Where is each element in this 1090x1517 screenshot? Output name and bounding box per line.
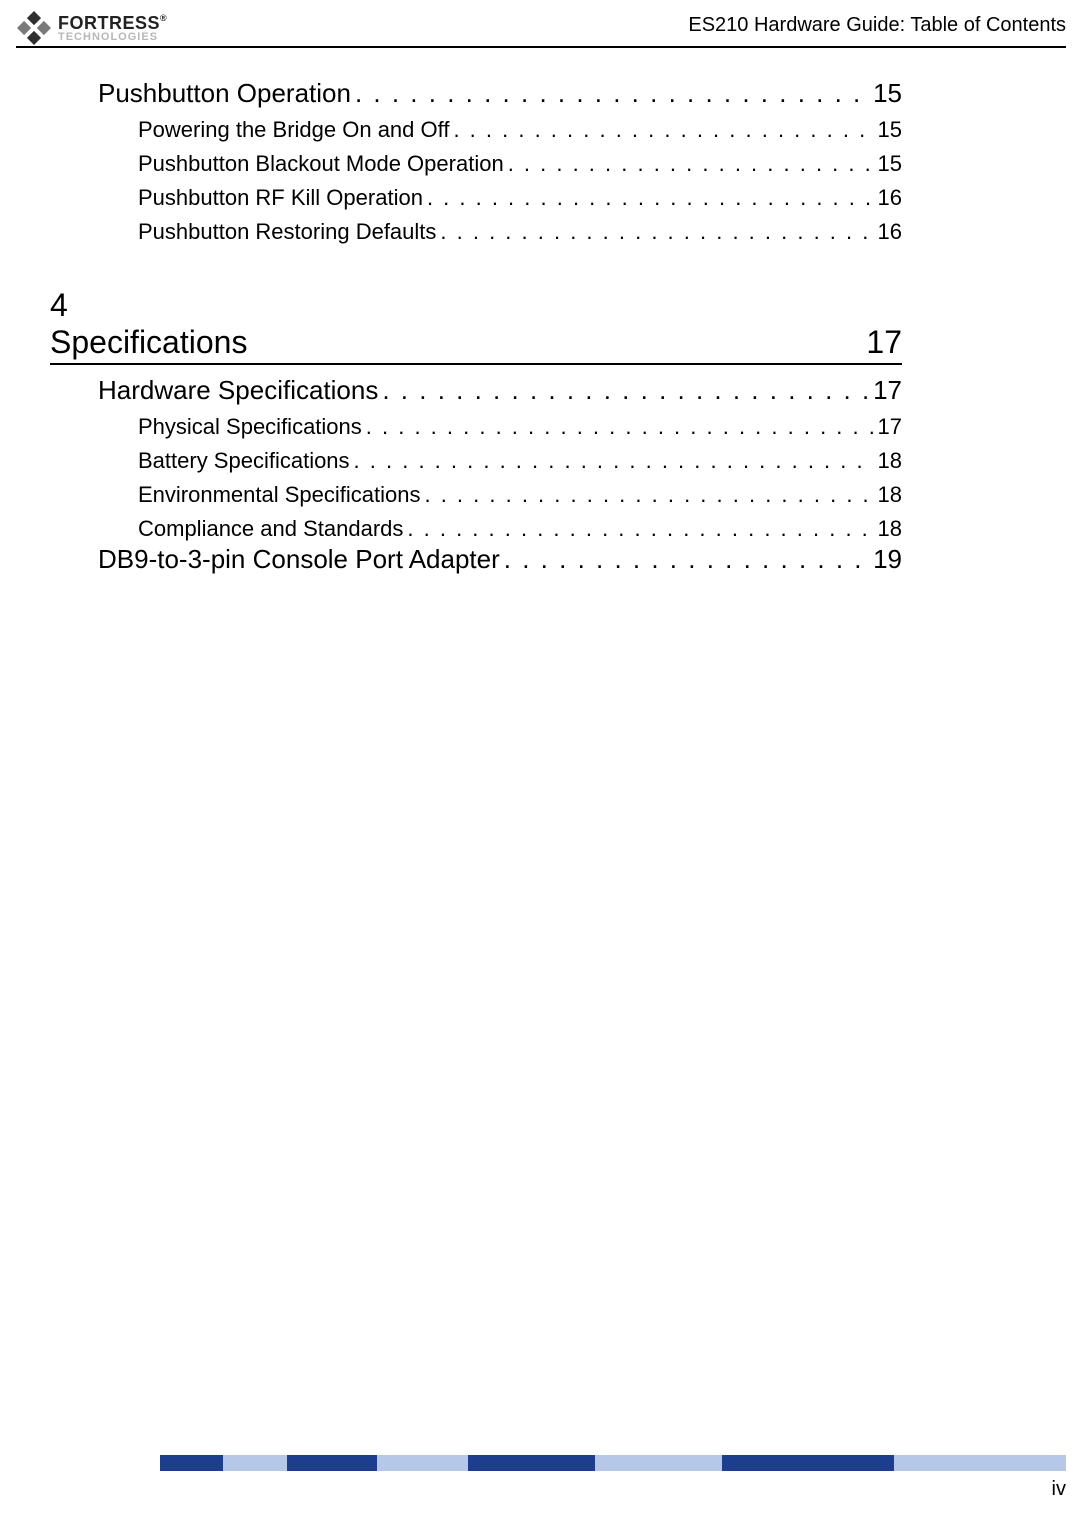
footer-segment: [595, 1455, 722, 1471]
toc-chapter-number: 4: [50, 287, 902, 324]
footer-segment: [377, 1455, 468, 1471]
toc-l2-label: Pushbutton Blackout Mode Operation: [138, 151, 504, 177]
footer-segment: [223, 1455, 286, 1471]
page-header: FORTRESS® TECHNOLOGIES ES210 Hardware Gu…: [0, 6, 1090, 50]
footer-segment: [468, 1455, 595, 1471]
footer-segment: [894, 1455, 1066, 1471]
toc-l1-page: 15: [873, 78, 902, 109]
toc-l2-label: Physical Specifications: [138, 414, 362, 440]
toc-dots: [355, 78, 869, 109]
header-doc-title: ES210 Hardware Guide: Table of Contents: [688, 14, 1066, 37]
toc-l1-label: Hardware Specifications: [98, 375, 378, 406]
toc-l2-page: 18: [878, 482, 902, 508]
toc-dots: [354, 448, 874, 474]
toc-dots: [366, 414, 874, 440]
toc-l2-label: Battery Specifications: [138, 448, 350, 474]
toc-l2-page: 16: [878, 185, 902, 211]
toc-l2-label: Powering the Bridge On and Off: [138, 117, 449, 143]
toc-chapter-page: 17: [866, 324, 902, 361]
footer-segment: [287, 1455, 378, 1471]
toc-chapter-title: Specifications: [50, 324, 247, 361]
toc-chapter: 4 Specifications 17: [50, 287, 902, 365]
toc-l2-page: 18: [878, 448, 902, 474]
toc-item: Environmental Specifications 18: [138, 482, 902, 508]
logo-reg: ®: [160, 13, 167, 23]
toc-dots: [453, 117, 873, 143]
toc-section-hwspec: Hardware Specifications 17: [98, 375, 902, 406]
toc-l1-label: Pushbutton Operation: [98, 78, 351, 109]
toc-l1-page: 19: [873, 544, 902, 575]
logo-line1: FORTRESS: [58, 13, 160, 33]
toc-item: Powering the Bridge On and Off 15: [138, 117, 902, 143]
footer-segment: [160, 1455, 223, 1471]
toc-item: Pushbutton Blackout Mode Operation 15: [138, 151, 902, 177]
footer-segment: [722, 1455, 894, 1471]
toc-l1-label: DB9-to-3-pin Console Port Adapter: [98, 544, 500, 575]
toc-dots: [382, 375, 869, 406]
logo-icon: [14, 8, 54, 48]
toc-section-pushbutton: Pushbutton Operation 15: [98, 78, 902, 109]
toc-item: Battery Specifications 18: [138, 448, 902, 474]
toc-l2-page: 15: [878, 151, 902, 177]
toc-dots: [427, 185, 874, 211]
toc-l2-label: Environmental Specifications: [138, 482, 420, 508]
header-rule: [16, 46, 1066, 48]
toc-dots: [440, 219, 873, 245]
logo-text: FORTRESS® TECHNOLOGIES: [58, 14, 167, 43]
page-number: iv: [1052, 1478, 1066, 1501]
logo: FORTRESS® TECHNOLOGIES: [14, 8, 167, 48]
toc-item: Pushbutton RF Kill Operation 16: [138, 185, 902, 211]
toc-item: Pushbutton Restoring Defaults 16: [138, 219, 902, 245]
logo-line2: TECHNOLOGIES: [58, 32, 167, 43]
toc-dots: [424, 482, 873, 508]
toc-content: Pushbutton Operation 15 Powering the Bri…: [50, 76, 1040, 575]
toc-l2-label: Compliance and Standards: [138, 516, 403, 542]
toc-l2-page: 18: [878, 516, 902, 542]
toc-l2-page: 16: [878, 219, 902, 245]
toc-l2-label: Pushbutton RF Kill Operation: [138, 185, 423, 211]
toc-item: Physical Specifications 17: [138, 414, 902, 440]
toc-l2-label: Pushbutton Restoring Defaults: [138, 219, 436, 245]
toc-l2-page: 15: [878, 117, 902, 143]
toc-l1-page: 17: [873, 375, 902, 406]
toc-section-db9: DB9-to-3-pin Console Port Adapter 19: [98, 544, 902, 575]
toc-dots: [504, 544, 869, 575]
footer-color-bar: [160, 1455, 1066, 1471]
toc-dots: [508, 151, 874, 177]
toc-l2-page: 17: [878, 414, 902, 440]
toc-item: Compliance and Standards 18: [138, 516, 902, 542]
toc-dots: [407, 516, 873, 542]
